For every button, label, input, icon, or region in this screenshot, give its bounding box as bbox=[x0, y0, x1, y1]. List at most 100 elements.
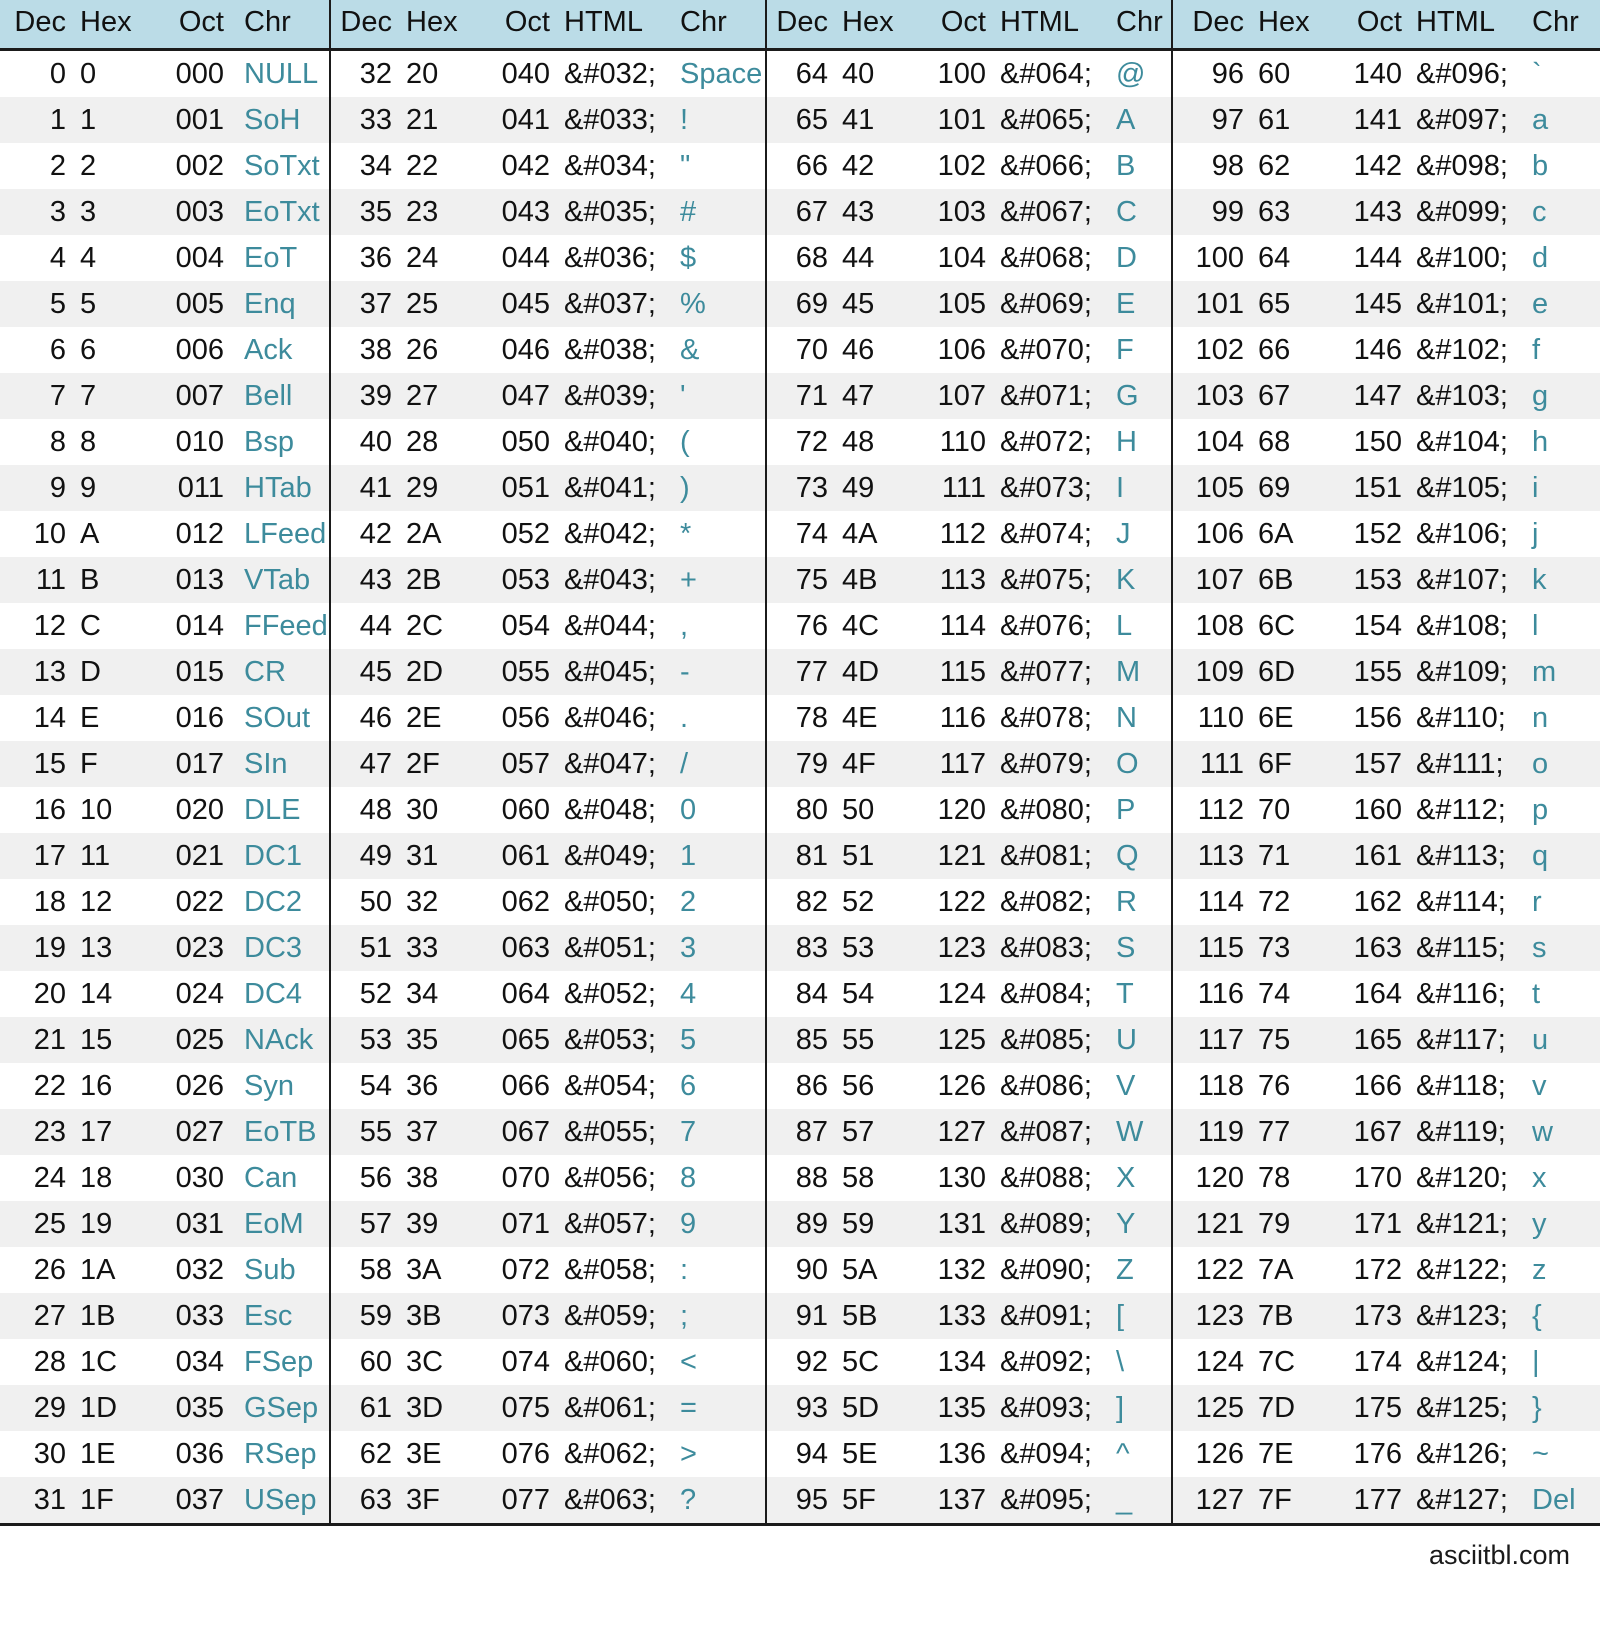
cell-block3-oct: 117 bbox=[939, 748, 986, 780]
cell-block4-chr: } bbox=[1532, 1392, 1542, 1424]
cell-block3-chr: @ bbox=[1116, 58, 1146, 90]
cell-block3-html: &#067; bbox=[1000, 196, 1092, 228]
cell-block4-dec: 109 bbox=[1171, 649, 1254, 695]
cell-block1-hex: 5 bbox=[80, 288, 97, 320]
cell-block4-html: &#110; bbox=[1416, 702, 1506, 734]
cell-block3-dec: 83 bbox=[765, 925, 838, 971]
table-row: 18 12 022 DC2 50 32 062 &#050; 2 82 52 122 &#082; R 11… bbox=[0, 879, 1600, 925]
cell-block1-dec: 19 bbox=[33, 932, 66, 964]
cell-block3-oct: 131 bbox=[937, 1208, 986, 1240]
cell-block2-html: &#054; bbox=[564, 1070, 656, 1102]
cell-block3-hex: 44 bbox=[842, 242, 875, 274]
cell-block2-dec: 63 bbox=[329, 1477, 402, 1523]
cell-block3-hex: 5A bbox=[842, 1254, 878, 1286]
cell-block2-dec: 36 bbox=[329, 235, 402, 281]
cell-block3-dec: 90 bbox=[765, 1247, 838, 1293]
cell-block3-chr: O bbox=[1116, 748, 1139, 780]
header-block4-hex: Hex bbox=[1258, 6, 1310, 38]
cell-block4-html: &#112; bbox=[1416, 794, 1506, 826]
header-block3-html: HTML bbox=[1000, 6, 1079, 38]
cell-block2-html: &#062; bbox=[564, 1438, 656, 1470]
cell-block1-oct: 006 bbox=[175, 334, 224, 366]
cell-block3-html: &#077; bbox=[1000, 656, 1092, 688]
cell-block4-html: &#097; bbox=[1416, 104, 1508, 136]
cell-block2-dec: 51 bbox=[329, 925, 402, 971]
cell-block4-html: &#127; bbox=[1416, 1484, 1508, 1516]
cell-block2-chr: * bbox=[680, 518, 692, 550]
cell-block2-hex: 2A bbox=[406, 518, 442, 550]
table-row: 14 E 016 SOut 46 2E 056 &#046;. 78 4E 116 &#078; N 11… bbox=[0, 695, 1600, 741]
cell-block4-html: &#117; bbox=[1416, 1024, 1506, 1056]
cell-block4-dec: 108 bbox=[1171, 603, 1254, 649]
cell-block1-chr: USep bbox=[244, 1484, 317, 1516]
cell-block2-oct: 060 bbox=[501, 794, 550, 826]
cell-block3-html: &#069; bbox=[1000, 288, 1092, 320]
cell-block2-hex: 25 bbox=[406, 288, 439, 320]
cell-block3-oct: 122 bbox=[937, 886, 986, 918]
cell-block2-dec: 59 bbox=[329, 1293, 402, 1339]
cell-block3-chr: G bbox=[1116, 380, 1139, 412]
cell-block4-chr: x bbox=[1532, 1162, 1547, 1194]
cell-block1-chr: DC4 bbox=[244, 978, 303, 1010]
cell-block4-dec: 120 bbox=[1171, 1155, 1254, 1201]
cell-block2-chr: : bbox=[680, 1254, 689, 1286]
cell-block2-dec: 43 bbox=[329, 557, 402, 603]
cell-block1-dec: 21 bbox=[33, 1024, 66, 1056]
cell-block2-oct: 072 bbox=[501, 1254, 550, 1286]
cell-block1-oct: 026 bbox=[175, 1070, 224, 1102]
cell-block4-dec: 100 bbox=[1171, 235, 1254, 281]
cell-block1-chr: HTab bbox=[244, 472, 312, 504]
cell-block3-dec: 64 bbox=[765, 51, 838, 97]
cell-block4-dec: 121 bbox=[1171, 1201, 1254, 1247]
cell-block3-dec: 92 bbox=[765, 1339, 838, 1385]
cell-block3-dec: 77 bbox=[765, 649, 838, 695]
cell-block3-html: &#079; bbox=[1000, 748, 1092, 780]
cell-block1-dec: 18 bbox=[33, 886, 66, 918]
cell-block4-hex: 7F bbox=[1258, 1484, 1292, 1516]
cell-block2-chr: 2 bbox=[680, 886, 697, 918]
cell-block3-html: &#088; bbox=[1000, 1162, 1092, 1194]
cell-block4-dec: 114 bbox=[1171, 879, 1254, 925]
cell-block3-chr: A bbox=[1116, 104, 1136, 136]
cell-block4-dec: 118 bbox=[1171, 1063, 1254, 1109]
cell-block2-dec: 49 bbox=[329, 833, 402, 879]
cell-block3-oct: 127 bbox=[937, 1116, 986, 1148]
cell-block3-chr: [ bbox=[1116, 1300, 1125, 1332]
cell-block2-oct: 067 bbox=[501, 1116, 550, 1148]
cell-block2-chr: 1 bbox=[680, 840, 697, 872]
cell-block1-hex: 15 bbox=[80, 1024, 113, 1056]
cell-block1-chr: Esc bbox=[244, 1300, 293, 1332]
cell-block2-html: &#052; bbox=[564, 978, 656, 1010]
cell-block2-chr: & bbox=[680, 334, 700, 366]
cell-block3-oct: 100 bbox=[937, 58, 986, 90]
cell-block4-oct: 151 bbox=[1353, 472, 1402, 504]
cell-block3-chr: ^ bbox=[1116, 1438, 1130, 1470]
cell-block3-oct: 106 bbox=[937, 334, 986, 366]
table-row: 2 2 002 SoTxt 34 22 042 &#034; " 66 42 102 &#066; B 98… bbox=[0, 143, 1600, 189]
table-row: 17 11 021 DC1 49 31 061 &#049; 1 81 51 121 &#081; Q 11… bbox=[0, 833, 1600, 879]
cell-block3-chr: F bbox=[1116, 334, 1134, 366]
cell-block3-hex: 55 bbox=[842, 1024, 875, 1056]
cell-block1-chr: Bell bbox=[244, 380, 293, 412]
cell-block4-oct: 156 bbox=[1353, 702, 1402, 734]
cell-block2-dec: 38 bbox=[329, 327, 402, 373]
cell-block2-hex: 24 bbox=[406, 242, 439, 274]
cell-block2-chr: % bbox=[680, 288, 706, 320]
cell-block4-dec: 122 bbox=[1171, 1247, 1254, 1293]
cell-block2-chr: 5 bbox=[680, 1024, 697, 1056]
cell-block4-hex: 79 bbox=[1258, 1208, 1291, 1240]
cell-block3-html: &#075; bbox=[1000, 564, 1092, 596]
cell-block1-dec: 22 bbox=[33, 1070, 66, 1102]
cell-block4-oct: 155 bbox=[1353, 656, 1402, 688]
cell-block3-html: &#066; bbox=[1000, 150, 1092, 182]
cell-block3-dec: 86 bbox=[765, 1063, 838, 1109]
cell-block1-hex: 1D bbox=[80, 1392, 118, 1424]
cell-block3-chr: D bbox=[1116, 242, 1137, 274]
header-block4-dec: Dec bbox=[1171, 0, 1254, 48]
bottom-rule-line bbox=[0, 1523, 1600, 1526]
cell-block4-html: &#099; bbox=[1416, 196, 1508, 228]
cell-block4-chr: p bbox=[1532, 794, 1549, 826]
cell-block4-oct: 142 bbox=[1353, 150, 1402, 182]
cell-block2-hex: 21 bbox=[406, 104, 439, 136]
cell-block3-hex: 4C bbox=[842, 610, 880, 642]
